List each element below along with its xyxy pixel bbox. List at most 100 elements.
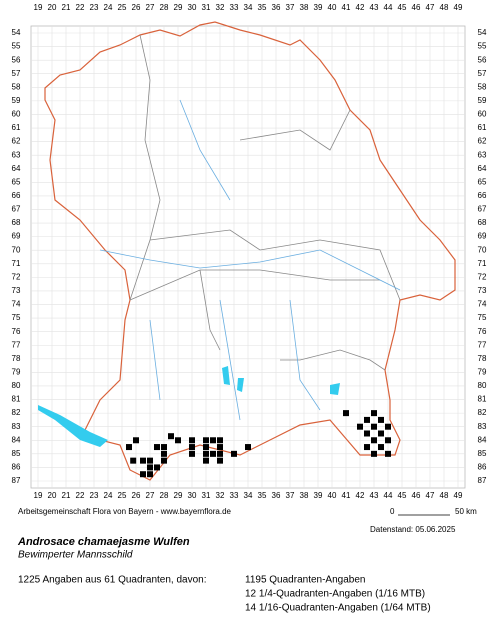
y-label: 72 [12, 272, 21, 281]
occurrence [364, 444, 370, 451]
x-label: 26 [132, 3, 141, 12]
occurrence [210, 450, 216, 457]
occurrence [217, 450, 223, 457]
occurrence [371, 450, 377, 457]
y-label: 67 [478, 205, 487, 214]
y-label: 63 [12, 150, 21, 159]
y-label: 73 [12, 286, 21, 295]
y-label: 56 [478, 55, 487, 64]
x-label: 34 [244, 491, 253, 500]
y-label: 58 [478, 82, 487, 91]
occurrence [203, 450, 209, 457]
occurrence [161, 444, 167, 451]
occurrence [168, 433, 174, 440]
credit: Arbeitsgemeinschaft Flora von Bayern - w… [18, 507, 232, 516]
x-label: 31 [202, 491, 211, 500]
occurrence [154, 444, 160, 451]
x-label: 20 [48, 3, 57, 12]
occurrence [378, 416, 384, 423]
y-label: 76 [12, 327, 21, 336]
y-label: 85 [478, 449, 487, 458]
x-label: 44 [384, 3, 393, 12]
y-label: 77 [478, 340, 487, 349]
detail: 14 1/16-Quadranten-Angaben (1/64 MTB) [245, 603, 431, 614]
y-label: 67 [12, 205, 21, 214]
date: Datenstand: 05.06.2025 [370, 525, 456, 534]
x-label: 33 [230, 491, 239, 500]
occurrence [130, 457, 137, 464]
x-label: 30 [188, 491, 197, 500]
y-label: 69 [12, 232, 21, 241]
y-label: 74 [478, 300, 487, 309]
rivers [99, 99, 401, 421]
occurrence [161, 457, 167, 464]
grid: 19 19 20 20 21 21 22 22 23 23 24 24 25 25 26 26 27 27 28 28… [12, 3, 487, 500]
y-label: 57 [12, 69, 21, 78]
occurrence [378, 444, 384, 451]
occurrence [203, 457, 209, 464]
occurrence [364, 416, 370, 423]
y-label: 78 [12, 354, 21, 363]
y-label: 68 [478, 218, 487, 227]
x-label: 24 [104, 3, 113, 12]
x-label: 32 [216, 3, 225, 12]
y-label: 85 [12, 449, 21, 458]
x-label: 47 [426, 3, 435, 12]
y-label: 57 [478, 69, 487, 78]
occurrence [140, 457, 146, 464]
x-label: 35 [258, 491, 267, 500]
x-label: 49 [454, 3, 463, 12]
occurrence [210, 437, 216, 444]
x-label: 22 [76, 3, 85, 12]
x-label: 33 [230, 3, 239, 12]
x-label: 43 [370, 491, 379, 500]
x-label: 25 [118, 491, 127, 500]
occurrence [147, 464, 153, 471]
occurrence [203, 437, 209, 444]
x-label: 34 [244, 3, 253, 12]
x-label: 31 [202, 3, 211, 12]
districts [129, 34, 401, 371]
scale-end: 50 km [455, 507, 477, 516]
detail: 12 1/4-Quadranten-Angaben (1/16 MTB) [245, 589, 425, 600]
x-label: 49 [454, 491, 463, 500]
occurrence [371, 410, 377, 417]
occurrence [161, 450, 167, 457]
summary: 1225 Angaben aus 61 Quadranten, davon: [18, 575, 207, 586]
y-label: 70 [12, 245, 21, 254]
occurrence [245, 444, 251, 451]
y-label: 68 [12, 218, 21, 227]
y-label: 73 [478, 286, 487, 295]
detail: 1195 Quadranten-Angaben [245, 575, 365, 586]
y-label: 84 [478, 435, 487, 444]
x-label: 25 [118, 3, 127, 12]
x-label: 23 [90, 491, 99, 500]
lake [38, 405, 108, 447]
occurrence [217, 444, 223, 451]
y-label: 66 [12, 191, 21, 200]
occurrence [189, 450, 195, 457]
x-label: 36 [272, 3, 281, 12]
x-label: 37 [286, 491, 295, 500]
y-label: 83 [12, 422, 21, 431]
y-label: 75 [478, 313, 487, 322]
y-label: 77 [12, 340, 21, 349]
x-label: 41 [342, 491, 351, 500]
y-label: 61 [12, 123, 21, 132]
y-label: 83 [478, 422, 487, 431]
x-label: 47 [426, 491, 435, 500]
x-label: 38 [300, 3, 309, 12]
x-label: 42 [356, 491, 365, 500]
y-label: 79 [478, 368, 487, 377]
x-label: 40 [328, 491, 337, 500]
occurrence [147, 471, 153, 478]
occurrence [175, 437, 181, 444]
y-label: 78 [478, 354, 487, 363]
species-subtitle: Bewimperter Mannsschild [18, 550, 133, 561]
x-label: 42 [356, 3, 365, 12]
occurrence [217, 457, 223, 464]
x-label: 26 [132, 491, 141, 500]
y-label: 80 [12, 381, 21, 390]
x-label: 37 [286, 3, 295, 12]
occurrence [357, 423, 363, 430]
